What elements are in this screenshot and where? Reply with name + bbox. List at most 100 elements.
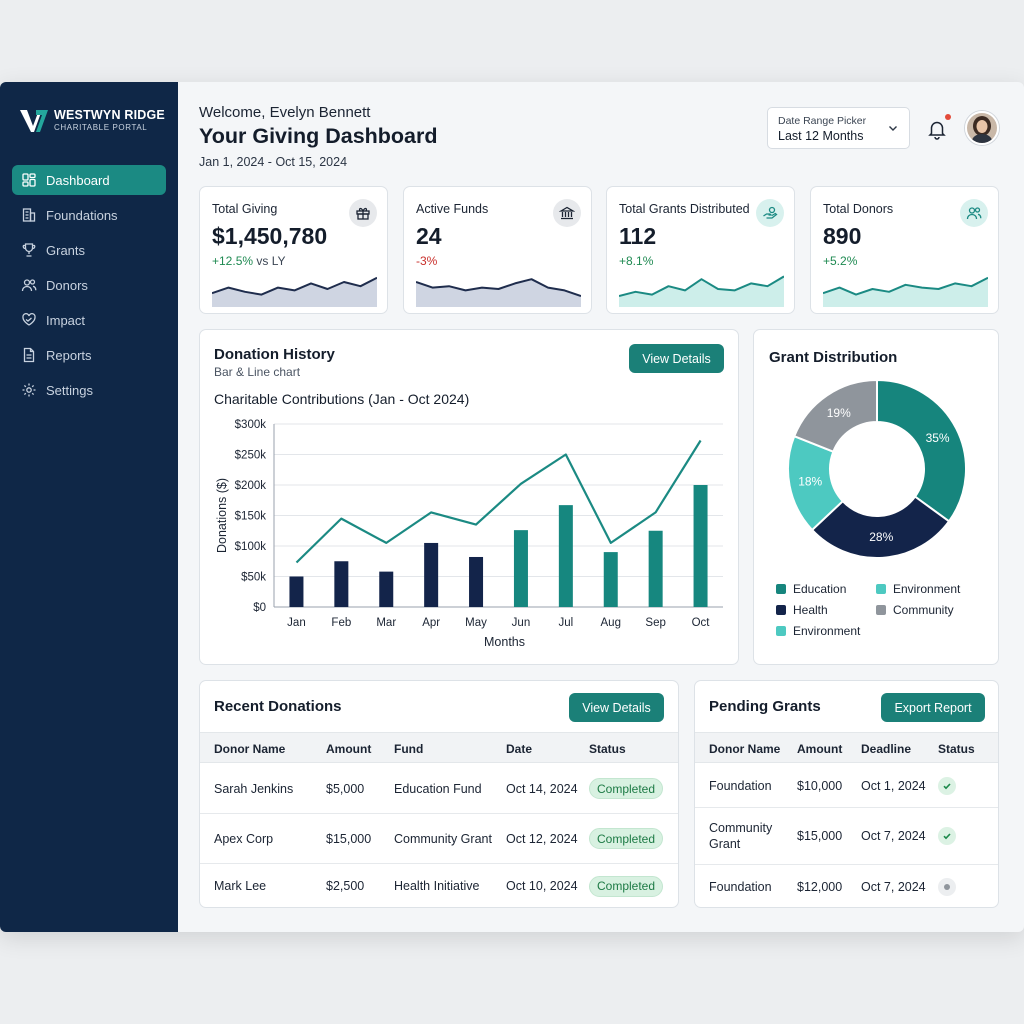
sparkline-line <box>619 275 784 297</box>
cell-donor: Foundation <box>709 778 772 793</box>
cell-donor: Sarah Jenkins <box>214 781 294 796</box>
table-row[interactable]: Sarah Jenkins $5,000 Education Fund Oct … <box>200 764 678 814</box>
kpi-card-total-giving: Total Giving $1,450,780 +12.5% vs LY <box>199 186 388 314</box>
table-row[interactable]: Foundation $10,000 Oct 1, 2024 <box>695 764 998 808</box>
kpi-value: 112 <box>619 223 657 249</box>
cell-deadline: Oct 1, 2024 <box>861 778 926 793</box>
x-tick-label: Oct <box>692 617 711 629</box>
view-details-button[interactable]: View Details <box>629 344 724 373</box>
brand-name: WESTWYN RIDGE <box>54 108 165 122</box>
cell-amount: $15,000 <box>797 829 843 843</box>
table-row[interactable]: Mark Lee $2,500 Health Initiative Oct 10… <box>200 864 678 908</box>
sidebar-item-reports[interactable]: Reports <box>12 340 166 370</box>
kpi-card-total-donors: Total Donors 890 +5.2% <box>810 186 999 314</box>
sparkline-line <box>416 278 581 297</box>
pending-grants-card: Pending Grants Export Report Donor Name … <box>694 680 999 908</box>
cell-fund: Community Grant <box>394 831 492 846</box>
kpi-icon-wrap <box>349 199 377 227</box>
cell-amount: $12,000 <box>797 879 843 894</box>
column-header[interactable]: Amount <box>797 741 843 756</box>
sidebar-item-label: Reports <box>46 347 92 363</box>
kpi-label: Total Donors <box>823 202 894 216</box>
slice-label: 35% <box>926 431 950 445</box>
column-header[interactable]: Donor Name <box>709 741 781 756</box>
sidebar-item-impact[interactable]: Impact <box>12 305 166 335</box>
cell-date: Oct 14, 2024 <box>506 781 578 796</box>
date-picker-value: Last 12 Months <box>778 129 864 143</box>
y-tick-label: $150k <box>235 511 267 523</box>
grant-donut-chart: 35% 28% 18% 19% <box>787 380 967 559</box>
bar[interactable] <box>558 505 573 607</box>
view-details-button[interactable]: View Details <box>569 693 664 722</box>
kpi-label: Active Funds <box>416 202 489 216</box>
x-tick-label: Jun <box>512 617 531 629</box>
column-header[interactable]: Date <box>506 741 533 756</box>
notification-bell-icon[interactable] <box>926 118 948 140</box>
sidebar-nav: Dashboard Foundations Grants Donors Impa… <box>12 165 166 410</box>
kpi-value: 24 <box>416 223 442 249</box>
sparkline-line <box>212 276 377 296</box>
sidebar-item-foundations[interactable]: Foundations <box>12 200 166 230</box>
kpi-icon-wrap <box>960 199 988 227</box>
bar[interactable] <box>693 485 708 607</box>
y-tick-label: $250k <box>235 450 267 462</box>
export-report-button[interactable]: Export Report <box>881 693 985 722</box>
kpi-change: +12.5% vs LY <box>212 254 286 268</box>
x-tick-label: Feb <box>331 617 351 629</box>
legend-swatch <box>776 584 786 594</box>
donut-slice[interactable] <box>810 495 951 559</box>
bar[interactable] <box>379 571 394 607</box>
table-header: Donor Name Amount Deadline Status <box>695 732 998 763</box>
sidebar-item-label: Dashboard <box>46 172 110 188</box>
kpi-sparkline <box>212 276 377 307</box>
series-line <box>295 439 702 564</box>
legend-item: Health <box>776 603 828 617</box>
kpi-sparkline <box>823 276 988 307</box>
bar[interactable] <box>289 576 304 608</box>
check-icon <box>938 827 956 845</box>
sidebar-item-settings[interactable]: Settings <box>12 375 166 405</box>
x-tick-label: Sep <box>645 617 665 629</box>
bar[interactable] <box>424 542 439 607</box>
table-row[interactable]: Foundation $12,000 Oct 7, 2024 <box>695 865 998 908</box>
cell-fund: Education Fund <box>394 781 482 796</box>
bar[interactable] <box>648 530 663 607</box>
cell-date: Oct 10, 2024 <box>506 879 578 893</box>
column-header[interactable]: Amount <box>326 741 372 756</box>
column-header[interactable]: Status <box>938 741 975 756</box>
sidebar-item-dashboard[interactable]: Dashboard <box>12 165 166 195</box>
cell-status <box>938 865 956 908</box>
bar[interactable] <box>603 552 618 607</box>
kpi-change: +8.1% <box>619 254 654 268</box>
brand-logo[interactable]: WESTWYN RIDGE CHARITABLE PORTAL <box>18 104 165 136</box>
sidebar-item-donors[interactable]: Donors <box>12 270 166 300</box>
donut-slice[interactable] <box>876 380 967 523</box>
date-range-picker[interactable]: Date Range Picker Last 12 Months <box>767 107 910 149</box>
sidebar-item-grants[interactable]: Grants <box>12 235 166 265</box>
avatar[interactable] <box>965 111 999 145</box>
column-header[interactable]: Deadline <box>861 741 912 756</box>
x-tick-label: Jan <box>287 617 306 629</box>
column-header[interactable]: Status <box>589 741 626 756</box>
y-tick-label: $200k <box>235 480 267 492</box>
cell-deadline: Oct 7, 2024 <box>861 879 926 894</box>
status-badge: Completed <box>589 875 664 897</box>
bar[interactable] <box>334 561 349 607</box>
gift-icon <box>356 207 370 220</box>
legend-swatch <box>776 626 786 636</box>
table-row[interactable]: Apex Corp $15,000 Community Grant Oct 12… <box>200 814 678 864</box>
column-header[interactable]: Fund <box>394 741 424 756</box>
table-row[interactable]: Community Grant $15,000 Oct 7, 2024 <box>695 808 998 865</box>
x-axis-label: Months <box>484 635 525 649</box>
kpi-card-active-funds: Active Funds 24 -3% <box>403 186 592 314</box>
hand-coin-icon <box>763 206 778 219</box>
pending-dot-icon <box>938 877 956 896</box>
sparkline-area <box>416 279 581 307</box>
donut-slice[interactable] <box>792 380 878 453</box>
trophy-icon <box>22 243 36 257</box>
bank-icon <box>559 206 575 220</box>
column-header[interactable]: Donor Name <box>214 741 286 756</box>
bar[interactable] <box>513 530 528 607</box>
cell-amount: $10,000 <box>797 778 843 793</box>
bar[interactable] <box>469 556 484 607</box>
